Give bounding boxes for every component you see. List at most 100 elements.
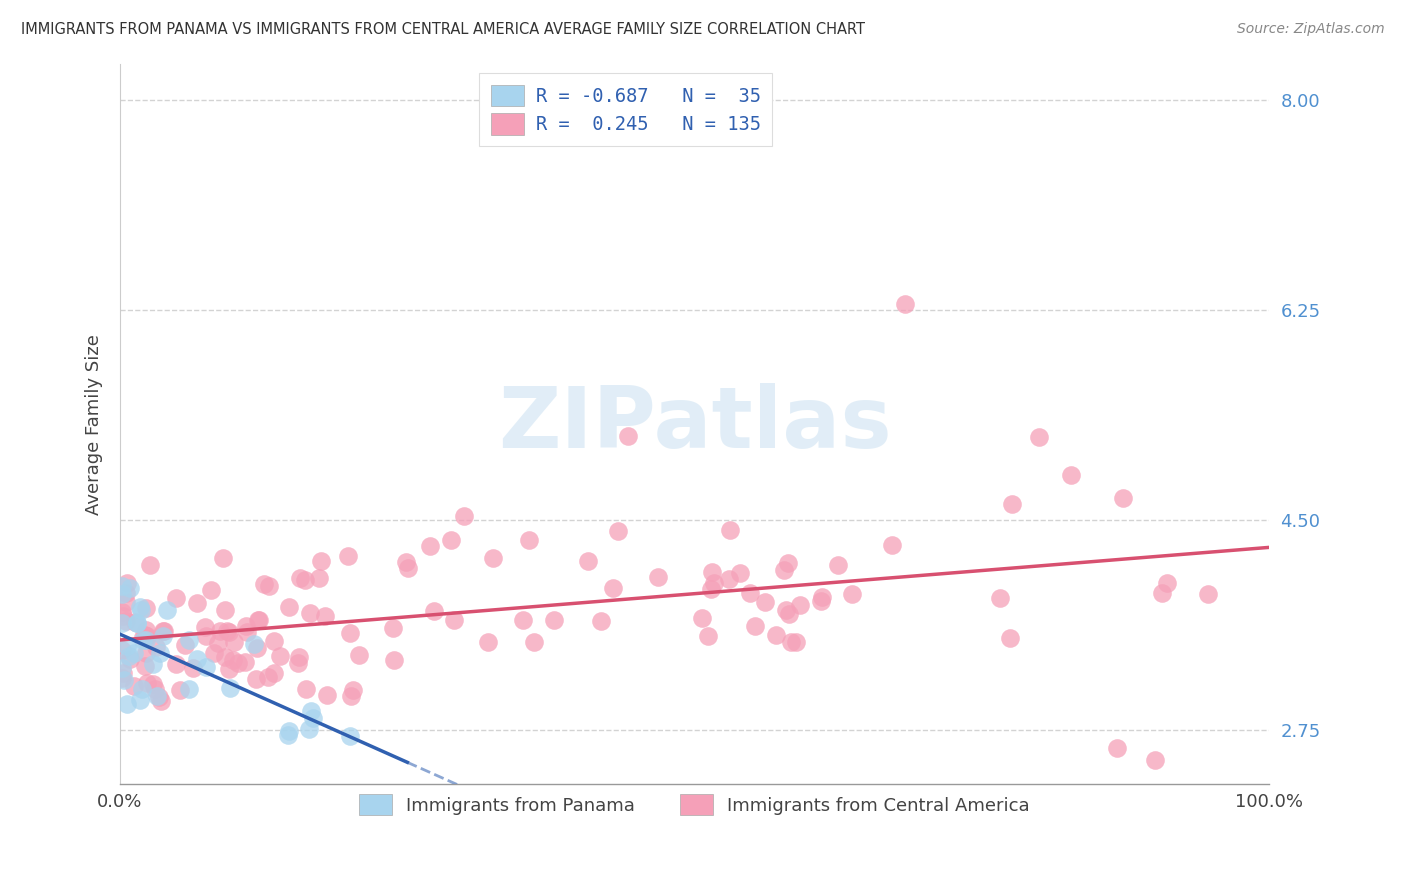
Point <box>827 558 849 572</box>
Point <box>115 585 138 599</box>
Point <box>263 633 285 648</box>
Point <box>218 662 240 676</box>
Point <box>115 575 138 590</box>
Point <box>395 555 418 569</box>
Point <box>382 653 405 667</box>
Y-axis label: Average Family Size: Average Family Size <box>86 334 103 515</box>
Point <box>295 681 318 696</box>
Point <box>606 524 628 538</box>
Point <box>111 672 134 686</box>
Point <box>212 550 235 565</box>
Point <box>135 633 157 648</box>
Point <box>181 661 204 675</box>
Point <box>218 681 240 695</box>
Point <box>153 624 176 639</box>
Point <box>247 613 270 627</box>
Point <box>195 629 218 643</box>
Point <box>690 611 713 625</box>
Point <box>247 613 270 627</box>
Point <box>517 533 540 547</box>
Point <box>118 581 141 595</box>
Point <box>127 616 149 631</box>
Point <box>988 591 1011 605</box>
Point <box>740 586 762 600</box>
Point <box>132 632 155 647</box>
Point <box>233 656 256 670</box>
Point <box>243 636 266 650</box>
Point <box>148 690 170 705</box>
Point <box>1111 491 1133 506</box>
Point <box>214 650 236 665</box>
Text: Source: ZipAtlas.com: Source: ZipAtlas.com <box>1237 22 1385 37</box>
Point <box>1060 468 1083 483</box>
Point <box>131 681 153 696</box>
Point <box>894 297 917 311</box>
Point <box>349 648 371 663</box>
Point <box>118 648 141 663</box>
Point <box>512 613 534 627</box>
Point <box>728 566 751 580</box>
Point <box>149 693 172 707</box>
Point <box>647 570 669 584</box>
Point <box>543 613 565 627</box>
Point <box>998 632 1021 646</box>
Point <box>142 677 165 691</box>
Point <box>152 629 174 643</box>
Point <box>314 609 336 624</box>
Point <box>200 583 222 598</box>
Point <box>294 573 316 587</box>
Point <box>602 581 624 595</box>
Point <box>299 606 322 620</box>
Point <box>263 666 285 681</box>
Point <box>440 533 463 547</box>
Point <box>129 603 152 617</box>
Point <box>111 587 134 601</box>
Point <box>111 661 134 675</box>
Point <box>142 657 165 672</box>
Point <box>744 618 766 632</box>
Point <box>298 723 321 737</box>
Point <box>169 683 191 698</box>
Point <box>287 657 309 671</box>
Point <box>780 635 803 649</box>
Point <box>143 681 166 696</box>
Point <box>841 586 863 600</box>
Point <box>339 626 361 640</box>
Point <box>290 570 312 584</box>
Point <box>226 656 249 670</box>
Point <box>253 576 276 591</box>
Point <box>523 635 546 649</box>
Point <box>754 595 776 609</box>
Point <box>257 579 280 593</box>
Point <box>1197 587 1219 601</box>
Point <box>308 571 330 585</box>
Point <box>700 565 723 579</box>
Point <box>245 672 267 686</box>
Point <box>177 682 200 697</box>
Point <box>880 538 903 552</box>
Point <box>222 653 245 667</box>
Point <box>134 628 156 642</box>
Point <box>112 673 135 687</box>
Point <box>1143 753 1166 767</box>
Point <box>202 647 225 661</box>
Point <box>278 724 301 739</box>
Point <box>1150 586 1173 600</box>
Point <box>422 604 444 618</box>
Point <box>269 648 291 663</box>
Point <box>218 625 240 640</box>
Text: ZIPatlas: ZIPatlas <box>498 383 891 466</box>
Point <box>152 624 174 638</box>
Point <box>122 646 145 660</box>
Point <box>139 558 162 573</box>
Point <box>112 666 135 681</box>
Point <box>129 599 152 614</box>
Point <box>214 603 236 617</box>
Point <box>765 628 787 642</box>
Point <box>309 554 332 568</box>
Point <box>785 634 807 648</box>
Point <box>778 607 800 622</box>
Point <box>246 641 269 656</box>
Point <box>149 646 172 660</box>
Point <box>700 582 723 596</box>
